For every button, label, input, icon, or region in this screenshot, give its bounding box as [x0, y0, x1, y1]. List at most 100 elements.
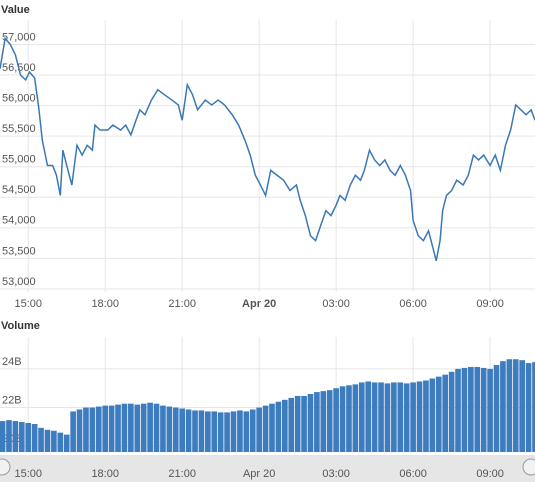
chart-title: Volume — [1, 320, 40, 332]
y-tick-label: 53,000 — [2, 276, 36, 288]
y-tick-label: 24B — [2, 356, 22, 368]
volume-bar — [76, 409, 83, 452]
volume-bar — [205, 411, 211, 452]
volume-bar — [365, 381, 372, 452]
volume-bar — [70, 411, 76, 452]
volume-bar — [12, 421, 19, 452]
volume-bar — [89, 407, 96, 452]
navigator-band — [0, 455, 535, 482]
x-tick-label: 03:00 — [322, 468, 350, 480]
volume-bar — [179, 408, 186, 452]
volume-bar — [333, 388, 339, 452]
volume-bar — [429, 378, 436, 452]
volume-bar — [262, 405, 269, 452]
x-tick-label: 21:00 — [168, 298, 196, 310]
x-tick-label: 09:00 — [476, 298, 504, 310]
volume-bar — [134, 404, 141, 452]
volume-bar — [442, 374, 449, 452]
volume-bar — [301, 395, 307, 452]
volume-bar — [519, 360, 525, 452]
x-tick-label: 18:00 — [91, 468, 119, 480]
volume-bar — [506, 359, 513, 452]
y-tick-label: 55,500 — [2, 123, 36, 135]
volume-bar — [31, 423, 38, 452]
x-tick-label: 09:00 — [476, 468, 504, 480]
volume-bar — [352, 384, 359, 452]
volume-bar — [480, 367, 487, 452]
volume-bar — [83, 407, 89, 452]
volume-bar — [147, 402, 153, 452]
x-tick-label: Apr 20 — [243, 468, 275, 480]
volume-bar — [493, 365, 500, 452]
volume-bar — [512, 359, 519, 452]
x-tick-label: 15:00 — [14, 468, 42, 480]
volume-bar — [166, 406, 173, 452]
volume-bar — [371, 382, 378, 452]
volume-bar — [198, 410, 205, 452]
x-tick-label: Apr 20 — [242, 298, 276, 310]
volume-bar — [95, 406, 102, 452]
volume-bar — [339, 386, 346, 452]
volume-bar — [378, 382, 384, 452]
volume-bar — [314, 392, 320, 452]
y-tick-label: 55,000 — [2, 154, 36, 166]
volume-bar — [63, 434, 70, 452]
volume-bar — [0, 421, 6, 452]
x-tick-label: 15:00 — [14, 298, 42, 310]
volume-bar — [320, 391, 327, 452]
x-tick-label: 21:00 — [168, 468, 196, 480]
volume-bar — [448, 371, 455, 452]
volume-bar — [525, 363, 532, 452]
value-line — [0, 36, 535, 262]
volume-bar — [211, 411, 218, 452]
y-tick-label: 54,000 — [2, 215, 36, 227]
volume-bar — [397, 382, 404, 452]
navigator-handle[interactable] — [0, 458, 11, 476]
volume-bar — [44, 429, 51, 452]
y-tick-label: 22B — [2, 394, 22, 406]
volume-bar — [160, 405, 166, 452]
volume-bar — [57, 432, 64, 452]
y-tick-label: 57,000 — [2, 31, 36, 43]
volume-bar — [288, 397, 295, 452]
y-tick-label: 56,000 — [2, 92, 36, 104]
y-tick-label: 54,500 — [2, 184, 36, 196]
volume-bar — [185, 409, 192, 452]
volume-bar — [25, 423, 32, 452]
volume-bar — [358, 382, 365, 452]
volume-bar — [256, 407, 262, 452]
volume-bar — [410, 382, 416, 452]
volume-bar — [416, 381, 423, 452]
volume-bar — [474, 366, 481, 452]
x-tick-label: 03:00 — [322, 298, 350, 310]
x-tick-label: 06:00 — [399, 298, 427, 310]
x-tick-label: 06:00 — [399, 468, 427, 480]
volume-bar — [500, 361, 506, 452]
volume-bar — [108, 405, 115, 452]
volume-bar — [140, 403, 147, 452]
volume-bar — [172, 407, 179, 452]
volume-bar — [391, 382, 397, 452]
volume-bar — [269, 403, 275, 452]
volume-bar — [243, 411, 250, 452]
volume-bar — [38, 427, 44, 452]
volume-bar — [102, 405, 109, 452]
volume-bar — [435, 376, 442, 452]
volume-bar — [128, 403, 134, 452]
volume-bar — [384, 383, 391, 452]
volume-bar — [6, 420, 12, 452]
volume-bar — [468, 366, 474, 452]
volume-bar — [487, 368, 493, 452]
volume-bar — [237, 410, 243, 452]
volume-bar — [455, 368, 461, 452]
navigator-handle[interactable] — [522, 458, 535, 476]
volume-bar — [230, 411, 237, 452]
volume-bar — [153, 403, 160, 452]
volume-bar — [121, 403, 128, 452]
y-tick-label: 53,500 — [2, 245, 36, 257]
volume-bar — [51, 430, 57, 452]
chart-title: Value — [1, 4, 30, 16]
volume-bar — [403, 383, 410, 452]
volume-bar — [307, 394, 314, 452]
